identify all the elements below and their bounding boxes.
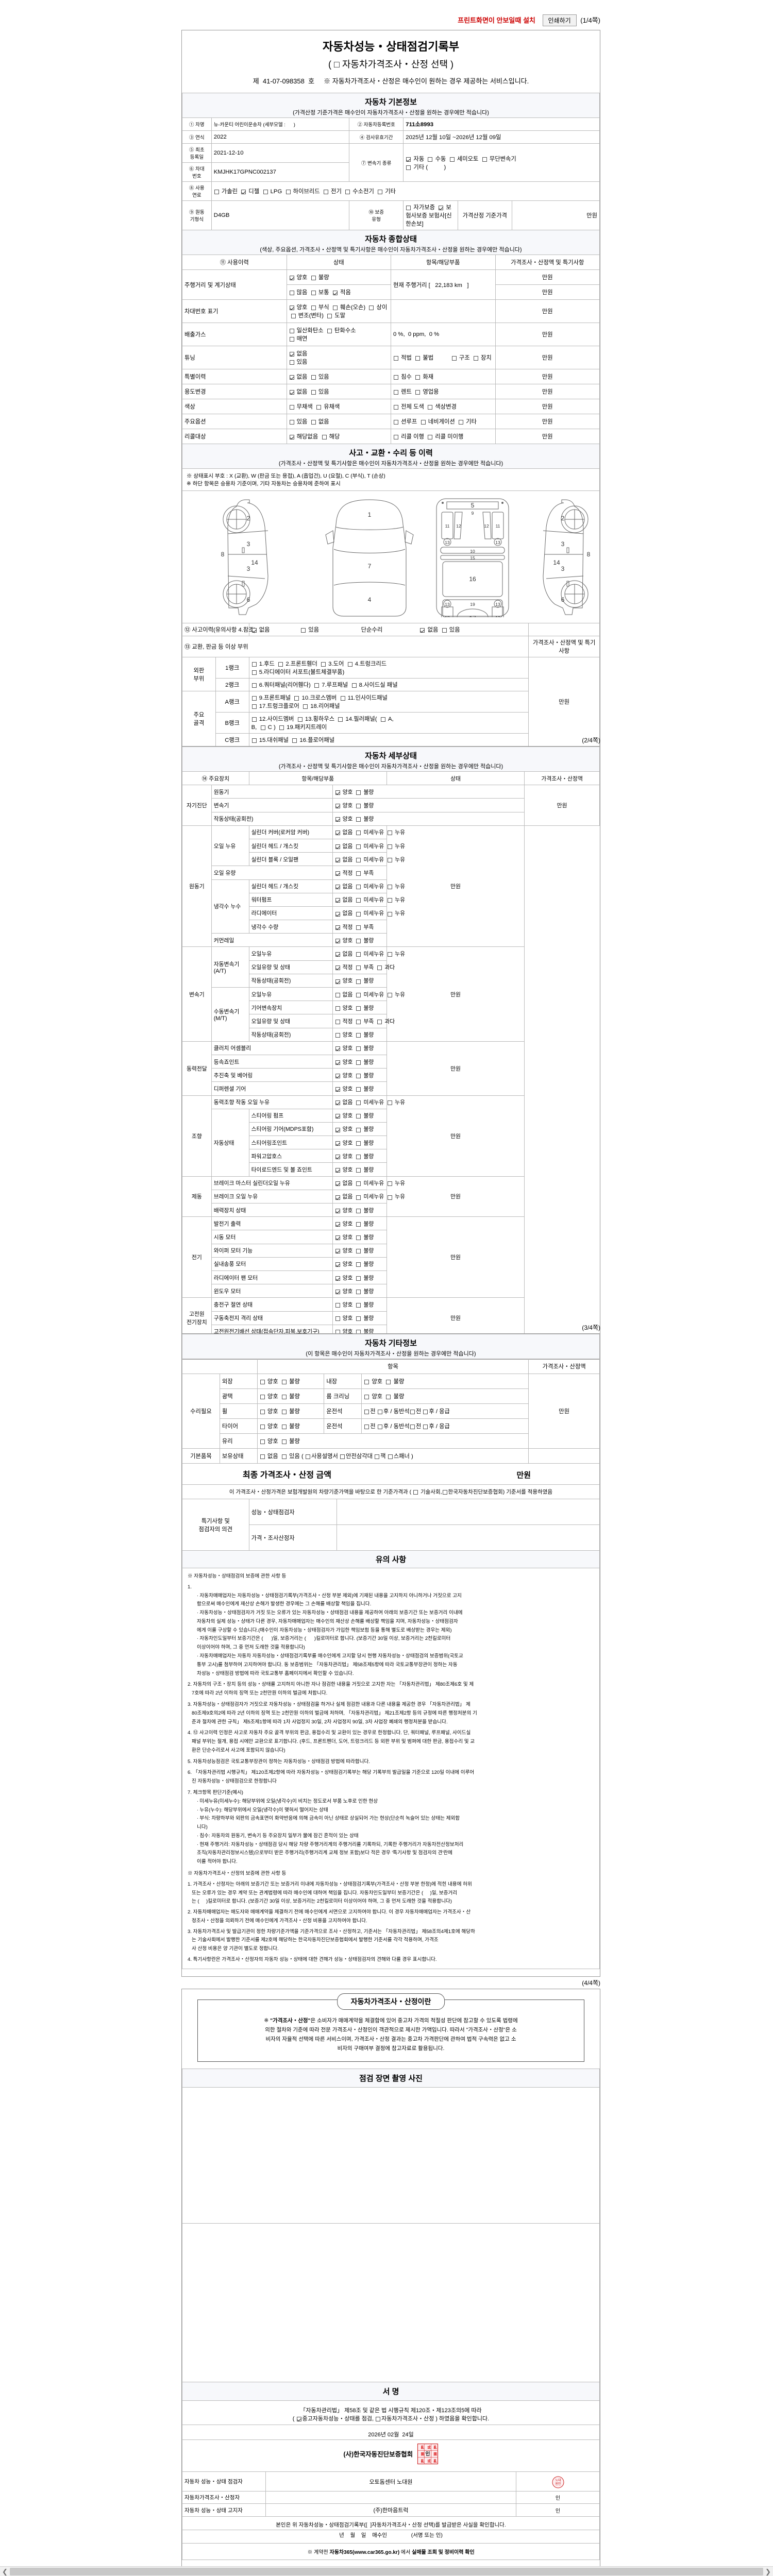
svg-text:或: 或 [427,2445,431,2450]
svg-text:12: 12 [445,615,450,617]
svg-text:4: 4 [368,596,372,603]
svg-text:14: 14 [553,559,560,566]
svg-text:12: 12 [495,615,500,617]
svg-text:11: 11 [496,523,500,529]
svg-text:3: 3 [561,565,565,572]
svg-text:10: 10 [470,549,475,554]
svg-text:6: 6 [561,596,565,603]
svg-text:8: 8 [221,551,225,558]
svg-text:5: 5 [471,502,475,509]
svg-text:或: 或 [427,2459,431,2463]
svg-text:亂: 亂 [421,2445,424,2450]
svg-text:11: 11 [445,523,450,529]
svg-text:3: 3 [247,565,250,572]
svg-text:19: 19 [470,602,475,607]
svg-text:12: 12 [456,523,461,529]
svg-text:13: 13 [445,540,450,545]
svg-text:7: 7 [368,563,372,570]
svg-text:14: 14 [251,559,258,566]
svg-text:9: 9 [472,511,474,516]
svg-text:13: 13 [495,602,500,607]
svg-text:6: 6 [247,596,250,603]
svg-text:8: 8 [587,551,591,558]
svg-text:3: 3 [561,540,565,548]
svg-text:15: 15 [470,555,475,561]
svg-text:1: 1 [368,511,372,518]
svg-text:노대: 노대 [555,2478,561,2482]
svg-text:亂: 亂 [421,2459,424,2463]
svg-text:圖: 圖 [433,2452,437,2456]
svg-text:13: 13 [495,540,500,545]
svg-text:亂: 亂 [433,2445,437,2450]
svg-text:12: 12 [484,523,489,529]
svg-text:2: 2 [561,515,565,522]
svg-text:16: 16 [469,575,476,583]
svg-text:17: 17 [469,615,476,617]
svg-text:圖: 圖 [421,2452,424,2456]
svg-text:2: 2 [247,515,250,522]
svg-text:원인: 원인 [555,2482,561,2486]
svg-text:亂: 亂 [433,2459,437,2463]
svg-text:3: 3 [247,540,250,548]
svg-text:13: 13 [445,602,450,607]
svg-text:인: 인 [425,2451,430,2457]
